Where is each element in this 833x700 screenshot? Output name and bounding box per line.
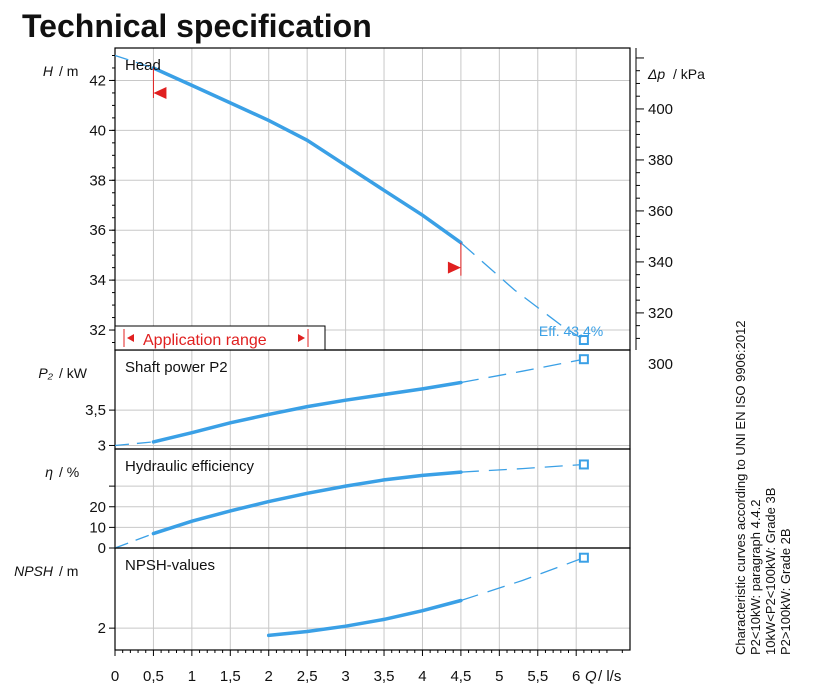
x-tick-label: 6 — [572, 668, 580, 685]
x-axis-label: Q — [585, 668, 597, 685]
side-note: Characteristic curves according to UNI E… — [733, 320, 793, 655]
panel-title: NPSH-values — [125, 557, 215, 574]
curve-solid — [151, 470, 463, 536]
y-axis-label: η — [45, 464, 53, 480]
panel-title: Shaft power P2 — [125, 359, 228, 376]
x-tick-label: 2 — [265, 668, 273, 685]
y-tick-label: 2 — [98, 620, 106, 637]
y-axis-unit: / m — [59, 563, 78, 579]
y-tick-label: 3 — [98, 437, 106, 454]
y-tick-label: 0 — [98, 540, 106, 557]
y-axis-label: H — [43, 63, 54, 79]
x-tick-label: 1,5 — [220, 668, 241, 685]
efficiency-annotation: Eff. 43,4% — [539, 323, 603, 339]
y-axis-unit: / kW — [59, 365, 88, 381]
x-tick-label: 3,5 — [374, 668, 395, 685]
side-note-line: Characteristic curves according to UNI E… — [733, 320, 748, 655]
y-tick-label: 3,5 — [85, 402, 106, 419]
x-tick-label: 2,5 — [297, 668, 318, 685]
application-range-right-arrow — [298, 334, 305, 342]
y-tick-label: 32 — [89, 322, 106, 339]
x-tick-label: 0,5 — [143, 668, 164, 685]
application-range-label: Application range — [143, 332, 267, 349]
y-tick-label: 10 — [89, 519, 106, 536]
curve-solid — [151, 380, 463, 444]
curve-solid — [151, 66, 463, 245]
application-range-box — [114, 325, 326, 351]
curve-dashed-upper — [460, 557, 585, 602]
right-axis-tick-label: 300 — [648, 356, 673, 373]
x-tick-label: 3 — [341, 668, 349, 685]
curve-dashed-lower — [114, 441, 154, 447]
operating-point-marker — [578, 335, 589, 346]
x-tick-label: 5 — [495, 668, 503, 685]
y-axis-unit: / m — [59, 63, 78, 79]
panel-head — [109, 47, 644, 351]
curve-dashed-upper — [460, 463, 584, 473]
curve-dashed-lower — [114, 54, 154, 69]
y-tick-label: 34 — [89, 272, 106, 289]
right-axis-tick-label: 400 — [648, 101, 673, 118]
operating-point-marker — [578, 552, 589, 563]
x-tick-label: 4 — [418, 668, 426, 685]
panel-npsh — [109, 547, 631, 651]
x-tick-label: 4,5 — [450, 668, 471, 685]
right-axis-tick-label: 360 — [648, 203, 673, 220]
x-tick-label: 1 — [188, 668, 196, 685]
y-tick-label: 40 — [89, 122, 106, 139]
panel-title: Head — [125, 57, 161, 74]
curve-dashed-upper — [460, 358, 585, 384]
y-axis-unit: / % — [59, 464, 79, 480]
curve-dashed-upper — [460, 242, 585, 341]
y-tick-label: 42 — [89, 72, 106, 89]
operating-point-marker — [578, 354, 589, 365]
range-end-marker — [447, 261, 461, 274]
x-tick-label: 5,5 — [527, 668, 548, 685]
operating-point-marker — [578, 459, 589, 470]
side-note-line: 10kW<P2<100kW: Grade 3B — [763, 488, 778, 655]
y-tick-label: 20 — [89, 499, 106, 516]
x-axis-unit: / l/s — [598, 668, 621, 685]
side-note-line: P2<10kW: paragraph 4.4.2 — [748, 499, 763, 655]
curve-dashed-lower — [114, 532, 154, 549]
right-axis-tick-label: 340 — [648, 254, 673, 271]
right-axis-unit: / kPa — [673, 66, 705, 82]
y-tick-label: 36 — [89, 222, 106, 239]
right-axis-tick-label: 320 — [648, 305, 673, 322]
y-axis-label: P₂ — [38, 365, 53, 381]
right-axis-tick-label: 380 — [648, 152, 673, 169]
panel-power — [109, 349, 631, 450]
y-axis-label: NPSH — [14, 563, 54, 579]
x-tick-label: 0 — [111, 668, 119, 685]
right-axis-label: Δp — [647, 66, 665, 82]
panel-title: Hydraulic efficiency — [125, 458, 254, 475]
curve-solid — [266, 598, 463, 638]
application-range-left-arrow — [127, 334, 134, 342]
page-title: Technical specification — [22, 8, 372, 44]
side-note-line: P2>100kW: Grade 2B — [778, 528, 793, 655]
panel-frame — [114, 547, 631, 651]
y-tick-label: 38 — [89, 172, 106, 189]
range-start-marker — [153, 86, 167, 99]
